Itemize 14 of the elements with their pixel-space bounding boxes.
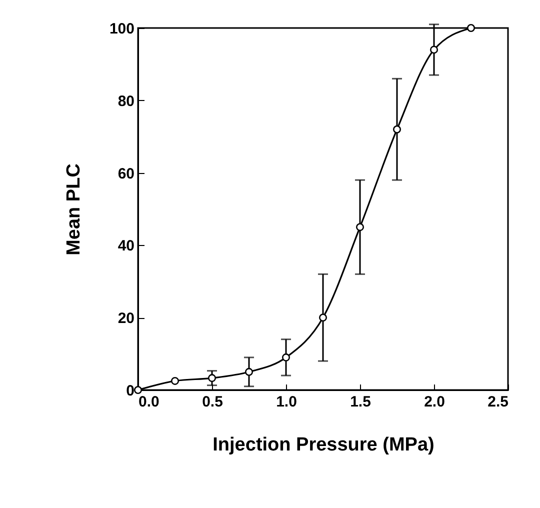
x-tick-label: 2.0 [424,394,445,410]
x-tick-label: 0.5 [202,394,223,410]
y-tick-label: 0 [126,382,134,400]
y-tick-label: 80 [118,92,134,110]
y-axis-title: Mean PLC [63,163,84,256]
x-axis-title: Injection Pressure (MPa) [212,434,434,456]
y-tick-label: 60 [118,165,134,182]
y-tick-label: 100 [109,20,134,38]
y-tick-label: 20 [118,310,134,328]
x-tick-label: 1.5 [350,394,371,410]
x-tick-label: 1.0 [276,394,297,410]
x-tick-label: 2.5 [488,394,508,410]
x-tick-label: 0.0 [138,394,160,410]
y-tick-label: 40 [118,238,134,255]
